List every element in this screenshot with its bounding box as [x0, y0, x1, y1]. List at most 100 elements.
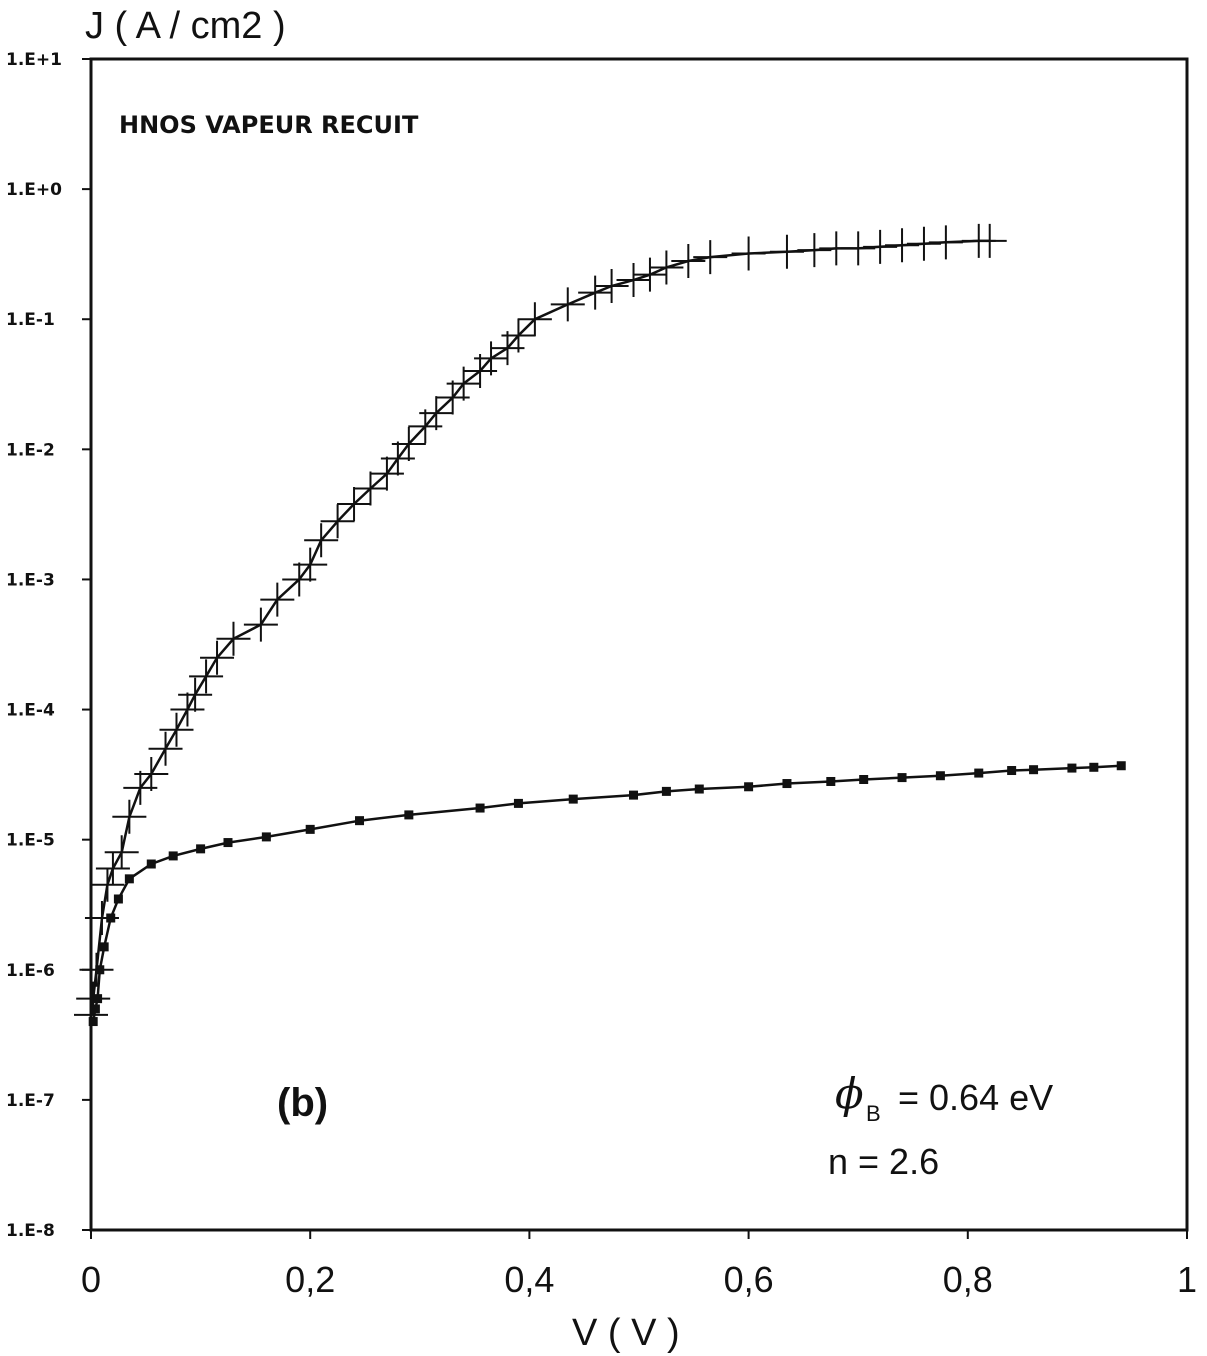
y-tick-label: 1.E-7: [6, 1091, 55, 1111]
square-marker: [88, 1017, 98, 1027]
square-marker: [355, 816, 365, 826]
plus-marker: [797, 233, 832, 268]
square-marker: [196, 844, 206, 854]
plus-marker: [216, 621, 251, 656]
plus-marker: [594, 269, 629, 304]
series-2-line: [91, 764, 1122, 1022]
square-marker: [568, 794, 578, 804]
y-tick-label: 1.E-4: [6, 701, 55, 721]
square-marker: [744, 782, 754, 792]
x-ticks: 0 0,2 0,4 0,6 0,8 1: [81, 1230, 1197, 1300]
plus-marker: [769, 234, 804, 269]
square-marker: [106, 913, 116, 923]
y-tick-label: 1.E+0: [6, 180, 62, 200]
plus-marker: [353, 471, 388, 506]
plus-marker: [391, 426, 426, 461]
y-tick-label: 1.E-5: [6, 831, 55, 851]
square-marker: [124, 874, 134, 884]
series-1-line: [89, 239, 990, 1016]
plus-marker: [649, 250, 684, 285]
x-tick-label: 0,8: [943, 1259, 993, 1300]
x-tick-label: 0: [81, 1259, 101, 1300]
barrier-height-value: = 0.64 eV: [898, 1077, 1053, 1118]
square-marker: [404, 810, 414, 820]
y-tick-label: 1.E-3: [6, 570, 55, 590]
plus-marker: [841, 231, 876, 266]
square-marker: [95, 965, 105, 975]
plus-marker: [501, 318, 536, 353]
plus-marker: [293, 547, 328, 582]
series-layer: [74, 223, 1126, 1032]
square-marker: [1007, 766, 1017, 776]
square-marker: [99, 942, 109, 952]
plus-marker: [148, 731, 183, 766]
plus-marker: [243, 607, 278, 642]
plus-marker: [95, 851, 130, 886]
x-tick-label: 0,2: [285, 1259, 335, 1300]
plus-marker: [632, 257, 667, 292]
square-marker: [826, 776, 836, 786]
plus-marker: [928, 225, 963, 260]
plus-marker: [419, 396, 454, 431]
plus-marker: [170, 692, 205, 727]
plus-marker: [337, 487, 372, 522]
square-marker: [168, 851, 178, 861]
plus-marker: [200, 640, 235, 675]
ideality-factor: n = 2.6: [828, 1141, 939, 1182]
square-marker: [782, 779, 792, 789]
plus-marker: [616, 263, 651, 298]
square-marker: [694, 784, 704, 794]
square-marker: [146, 859, 156, 869]
square-marker: [113, 894, 123, 904]
plus-marker: [90, 867, 125, 902]
y-axis-label: J ( A / cm2 ): [85, 5, 286, 47]
x-tick-label: 1: [1177, 1259, 1197, 1300]
plus-marker: [517, 302, 552, 337]
plus-marker: [972, 223, 1007, 258]
square-marker: [261, 832, 271, 842]
square-marker: [859, 775, 869, 785]
square-marker: [90, 1004, 100, 1014]
y-tick-label: 1.E-2: [6, 440, 55, 460]
square-marker: [475, 803, 485, 813]
panel-label: (b): [277, 1081, 328, 1125]
series-2: [88, 761, 1126, 1027]
plus-marker: [578, 275, 613, 310]
plus-marker: [159, 712, 194, 747]
plus-marker: [446, 366, 481, 401]
series-1: [74, 223, 1007, 1032]
plus-marker: [550, 287, 585, 322]
plus-marker: [863, 229, 898, 264]
square-marker: [1089, 762, 1099, 772]
x-tick-label: 0,6: [724, 1259, 774, 1300]
barrier-height-subscript: B: [866, 1101, 881, 1126]
plus-marker: [260, 582, 295, 617]
y-tick-label: 1.E-8: [6, 1221, 55, 1241]
plus-marker: [671, 244, 706, 279]
square-marker: [935, 771, 945, 781]
square-marker: [974, 768, 984, 778]
y-tick-label: 1.E+1: [6, 50, 62, 70]
plus-marker: [104, 835, 139, 870]
plus-marker: [304, 523, 339, 558]
x-axis-label: V ( V ): [572, 1312, 680, 1354]
square-marker: [223, 838, 233, 848]
sample-label: HNOS VAPEUR RECUIT: [119, 111, 419, 139]
plus-marker: [112, 799, 147, 834]
y-ticks: 1.E-8 1.E-7 1.E-6 1.E-5 1.E-4 1.E-3 1.E-2 1.E-1…: [6, 50, 91, 1241]
plus-marker: [906, 226, 941, 261]
square-marker: [661, 786, 671, 796]
barrier-height-symbol: ϕ: [835, 1069, 864, 1118]
square-marker: [513, 798, 523, 808]
square-marker: [305, 824, 315, 834]
plus-marker: [731, 236, 766, 271]
plus-marker: [178, 677, 213, 712]
x-tick-label: 0,4: [504, 1259, 554, 1300]
plus-marker: [320, 504, 355, 539]
square-marker: [1029, 765, 1039, 775]
plus-marker: [74, 997, 108, 1032]
plot-frame: [89, 57, 1189, 1232]
plus-marker: [134, 756, 169, 791]
plus-marker: [693, 240, 728, 275]
